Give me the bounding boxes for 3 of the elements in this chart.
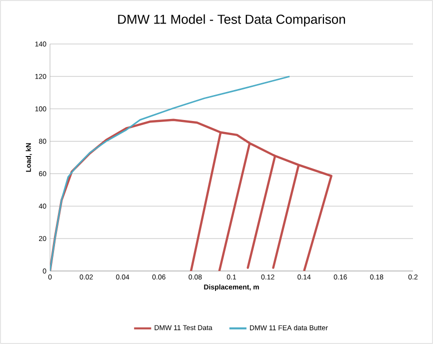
line-series [50,76,290,271]
line-series [50,118,332,271]
chart-title: DMW 11 Model - Test Data Comparison [118,14,345,26]
